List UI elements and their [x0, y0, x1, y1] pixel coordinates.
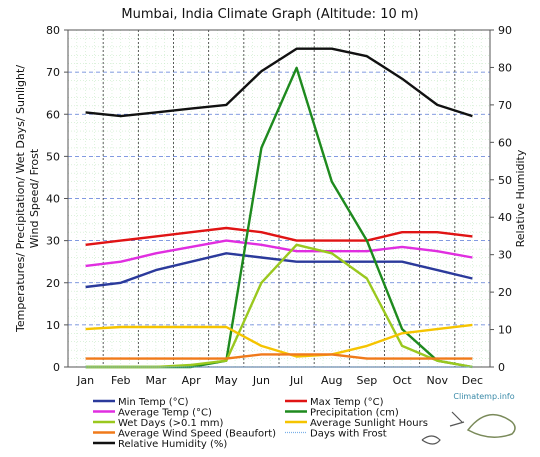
series-line: [85, 323, 473, 358]
x-tick-label: Mar: [146, 374, 167, 387]
legend-label: Average Wind Speed (Beaufort): [118, 429, 276, 440]
right-tick-label: 60: [498, 136, 512, 149]
right-tick-label: 0: [498, 361, 505, 374]
left-axis-label: Wind Speed/ Frost: [28, 148, 41, 248]
series-lines: [85, 47, 473, 369]
right-tick-label: 70: [498, 99, 512, 112]
x-tick-label: Jul: [289, 374, 303, 387]
left-tick-label: 20: [46, 277, 60, 290]
chart-title: Mumbai, India Climate Graph (Altitude: 1…: [121, 7, 418, 22]
left-tick-label: 60: [46, 108, 60, 121]
axes: [64, 29, 494, 368]
left-tick-label: 40: [46, 193, 60, 206]
x-tick-label: Jun: [252, 374, 270, 387]
legend-label: Max Temp (°C): [310, 397, 384, 408]
axis-labels: Temperatures/ Precipitation/ Wet Days/ S…: [14, 65, 527, 333]
legend-label: Average Temp (°C): [118, 408, 212, 419]
legend-label: Wet Days (>0.1 mm): [118, 418, 224, 429]
right-tick-label: 20: [498, 286, 512, 299]
x-tick-label: Aug: [321, 374, 342, 387]
x-tick-label: Nov: [427, 374, 449, 387]
x-tick-label: Sep: [357, 374, 378, 387]
left-tick-label: 70: [46, 66, 60, 79]
left-tick-label: 50: [46, 150, 60, 163]
left-tick-label: 10: [46, 319, 60, 332]
series-line: [85, 239, 473, 268]
series-line: [85, 252, 473, 289]
right-tick-label: 10: [498, 324, 512, 337]
series-line: [85, 47, 473, 118]
x-tick-label: Jan: [76, 374, 94, 387]
right-tick-label: 40: [498, 211, 512, 224]
x-tick-label: Apr: [182, 374, 202, 387]
left-tick-label: 80: [46, 24, 60, 37]
grid: [67, 30, 491, 367]
watermark-text: Climatemp.info: [453, 392, 514, 401]
tick-labels: 0 10 20 30 40 50 60 70 80 0 10 20 30 40 50 60 70 80 90 Jan F…: [46, 24, 512, 387]
legend-label: Average Sunlight Hours: [310, 418, 428, 429]
legend-label: Min Temp (°C): [118, 397, 189, 408]
right-tick-label: 30: [498, 249, 512, 262]
x-tick-label: May: [215, 374, 238, 387]
right-axis-label: Relative Humidity: [514, 149, 527, 247]
x-tick-label: Dec: [462, 374, 483, 387]
legend-label: Precipitation (cm): [310, 408, 399, 419]
x-tick-label: Feb: [111, 374, 130, 387]
left-tick-label: 0: [53, 361, 60, 374]
right-tick-label: 50: [498, 174, 512, 187]
right-tick-label: 90: [498, 24, 512, 37]
series-line: [85, 226, 473, 246]
legend-label: Days with Frost: [310, 429, 387, 440]
x-tick-label: Oct: [393, 374, 413, 387]
left-tick-label: 30: [46, 235, 60, 248]
legend: Min Temp (°C) Max Temp (°C) Average Temp (…: [93, 397, 428, 450]
left-axis-label: Temperatures/ Precipitation/ Wet Days/ S…: [14, 65, 27, 333]
legend-label: Relative Humidity (%): [118, 439, 227, 450]
right-tick-label: 80: [498, 61, 512, 74]
series-line: [85, 353, 473, 360]
watermark-logo: Climatemp.info: [421, 392, 516, 445]
